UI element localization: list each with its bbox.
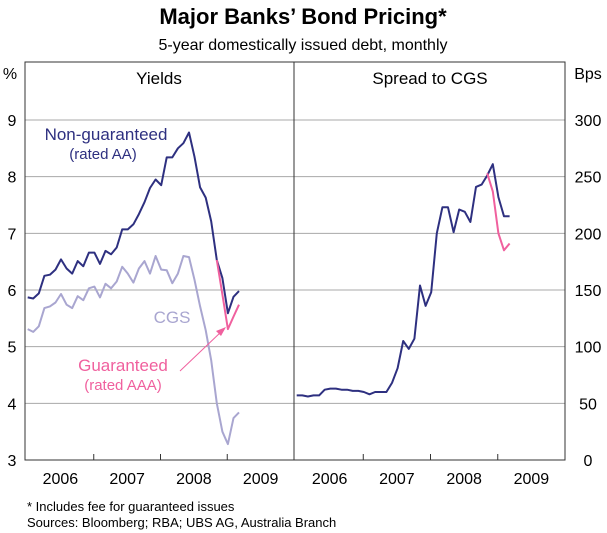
x-tick-label: 2006 — [312, 471, 348, 488]
series-line-guaranteed — [215, 259, 240, 331]
axis-ticks: 3 4 5 6 7 8 9 2006 2007 2008 2009 0 50 100 150 200 250 30… — [8, 113, 602, 488]
chart-subtitle: 5-year domestically issued debt, monthly — [158, 37, 447, 54]
series-line-guaranteed — [486, 173, 511, 252]
y-tick-label: 9 — [8, 113, 17, 130]
y-tick-label: 100 — [575, 340, 602, 357]
x-tick-label: 2009 — [243, 471, 279, 488]
x-tick-label: 2008 — [176, 471, 212, 488]
x-tick-label: 2007 — [379, 471, 415, 488]
series-line-non-guaranteed — [296, 163, 510, 398]
series-line-non-guaranteed — [27, 131, 240, 315]
plot-frame — [24, 61, 566, 461]
y-tick-label: 4 — [8, 396, 17, 413]
right-y-unit: Bps — [574, 66, 602, 83]
x-tick-label: 2006 — [43, 471, 79, 488]
x-tick-label: 2008 — [446, 471, 482, 488]
x-tick-label: 2007 — [109, 471, 145, 488]
series-line-cgs — [27, 255, 240, 446]
label-cgs: CGS — [154, 308, 191, 327]
y-tick-label: 150 — [575, 283, 602, 300]
gridlines — [25, 119, 565, 404]
left-panel-title: Yields — [136, 69, 182, 88]
y-tick-label: 5 — [8, 340, 17, 357]
label-non-guaranteed-rating: (rated AA) — [69, 146, 137, 163]
x-tick-label: 2009 — [514, 471, 550, 488]
sources: Sources: Bloomberg; RBA; UBS AG, Austral… — [27, 515, 336, 530]
y-tick-label: 0 — [584, 453, 593, 470]
label-guaranteed: Guaranteed — [78, 356, 168, 375]
label-non-guaranteed: Non-guaranteed — [45, 125, 168, 144]
y-tick-label: 200 — [575, 226, 602, 243]
y-tick-label: 7 — [8, 226, 17, 243]
y-tick-label: 3 — [8, 453, 17, 470]
y-tick-label: 50 — [579, 396, 597, 413]
y-tick-label: 6 — [8, 283, 17, 300]
y-tick-label: 300 — [575, 113, 602, 130]
guaranteed-arrow — [179, 327, 226, 372]
right-panel-title: Spread to CGS — [372, 69, 487, 88]
y-tick-label: 250 — [575, 170, 602, 187]
y-tick-label: 8 — [8, 170, 17, 187]
series-lines — [27, 131, 511, 446]
chart-title: Major Banks’ Bond Pricing* — [159, 4, 447, 29]
label-guaranteed-rating: (rated AAA) — [84, 377, 162, 394]
left-y-unit: % — [3, 66, 17, 83]
footnote: * Includes fee for guaranteed issues — [27, 499, 235, 514]
